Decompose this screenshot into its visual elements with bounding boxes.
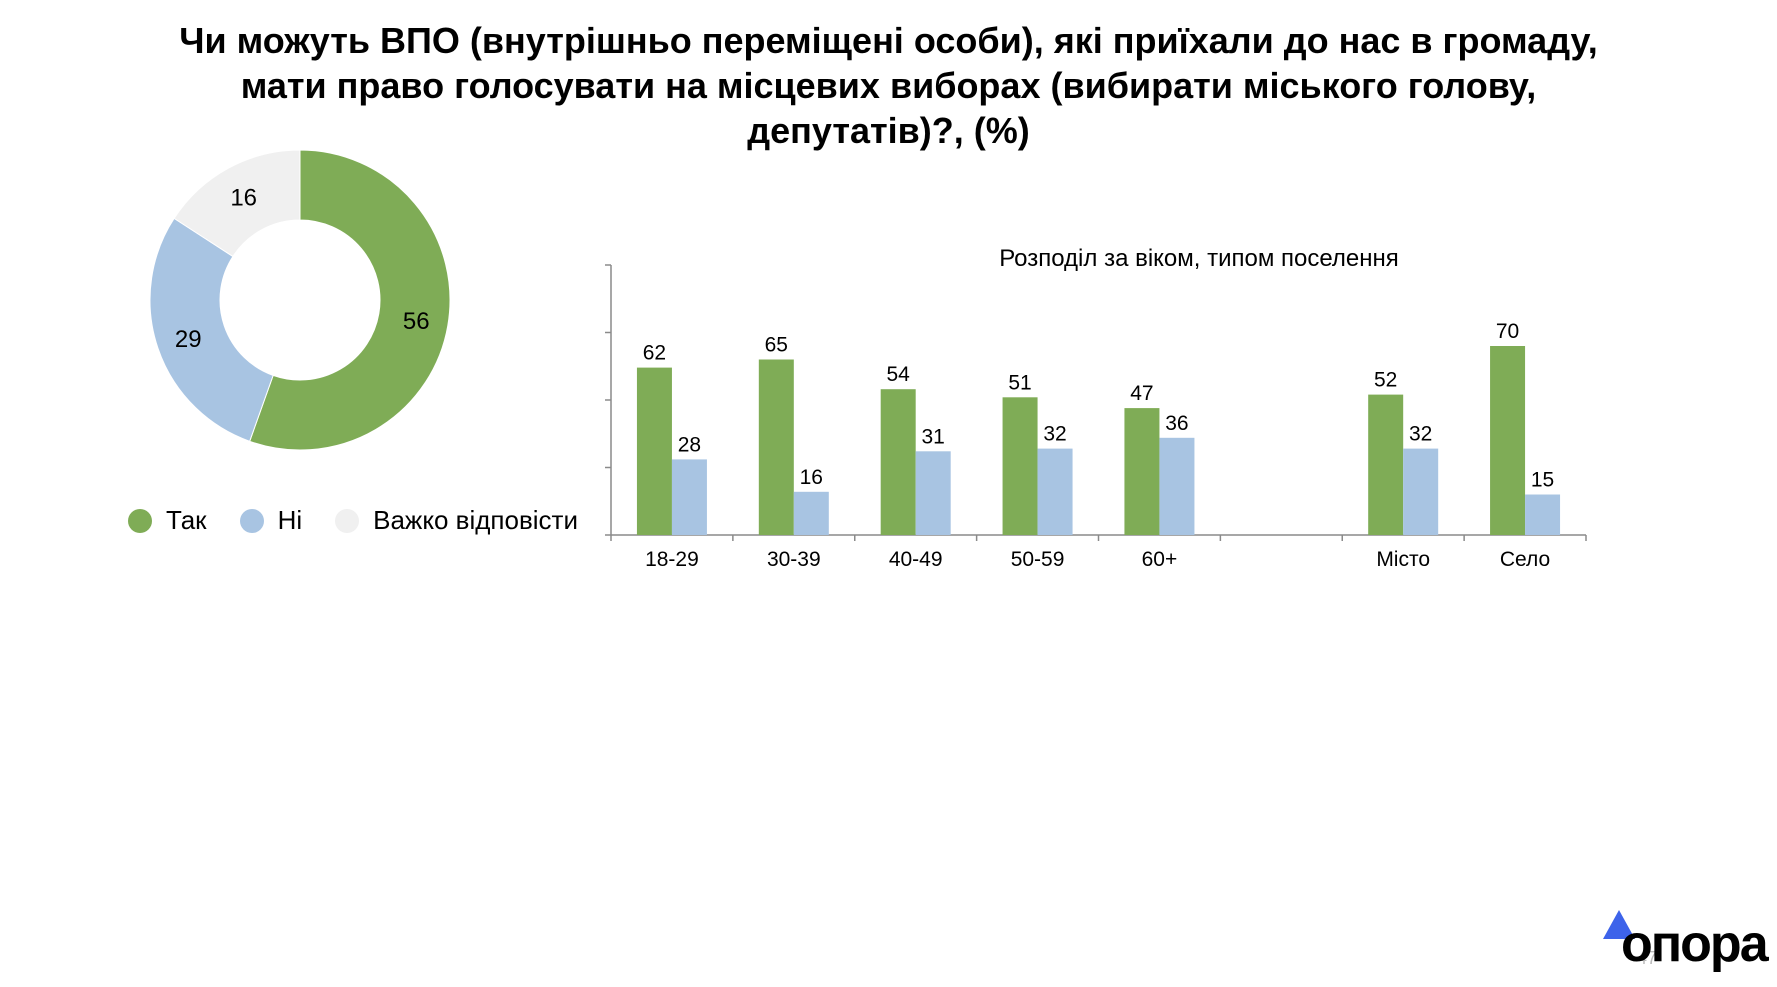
bar-no-value-label: 15 xyxy=(1531,469,1554,492)
bar-yes-value-label: 52 xyxy=(1374,369,1397,392)
opora-logo: опора xyxy=(1600,908,1769,978)
x-tick-label: Місто xyxy=(1376,548,1430,571)
legend-item-hard: Важко відповісти xyxy=(335,505,578,536)
bar-yes xyxy=(880,389,916,535)
legend-label-yes: Так xyxy=(166,505,207,535)
bar-no xyxy=(1525,494,1561,535)
donut-chart: 56 29 16 xyxy=(150,150,450,450)
legend-label-hard: Важко відповісти xyxy=(373,505,578,535)
bar-no-value-label: 31 xyxy=(922,425,945,448)
bar-no-value-label: 32 xyxy=(1409,423,1432,446)
donut-legend: Так Ні Важко відповісти xyxy=(128,505,611,536)
bar-chart-title: Розподіл за віком, типом поселення xyxy=(999,245,1399,272)
bar-no xyxy=(915,451,951,535)
donut-label-no: 29 xyxy=(175,326,202,353)
legend-item-yes: Так xyxy=(128,505,207,536)
bar-yes-value-label: 51 xyxy=(1008,371,1031,394)
bar-no xyxy=(1403,448,1439,535)
donut-slice-yes xyxy=(249,150,450,450)
legend-dot-yes xyxy=(128,508,152,533)
bar-no-value-label: 36 xyxy=(1165,412,1188,435)
legend-item-no: Ні xyxy=(239,505,303,536)
legend-dot-hard xyxy=(335,508,360,533)
bar-yes xyxy=(636,367,672,535)
triangle-icon xyxy=(1603,910,1635,939)
bar-yes xyxy=(1124,408,1160,535)
bar-yes xyxy=(758,359,794,535)
logo-text: опора xyxy=(1621,915,1769,973)
donut-slice-no xyxy=(150,217,274,442)
bar-no-value-label: 16 xyxy=(800,466,823,489)
bar-no-value-label: 32 xyxy=(1043,423,1066,446)
x-tick-label: 50-59 xyxy=(1011,548,1065,571)
page-number: 47 xyxy=(1637,948,1658,968)
bar-chart: Розподіл за віком, типом поселення 18-29… xyxy=(605,245,1587,571)
bar-yes-value-label: 70 xyxy=(1496,320,1519,343)
donut-label-yes: 56 xyxy=(403,308,430,335)
bar-yes-value-label: 65 xyxy=(765,334,788,357)
bar-no xyxy=(793,491,829,535)
bar-no-value-label: 28 xyxy=(678,433,701,456)
x-tick-label: 60+ xyxy=(1142,548,1178,571)
slide-title: Чи можуть ВПО (внутрішньо переміщені осо… xyxy=(0,18,1777,153)
x-tick-label: Село xyxy=(1500,548,1550,571)
title-line-2: мати право голосувати на місцевих вибора… xyxy=(240,65,1537,106)
x-tick-label: 30-39 xyxy=(767,548,821,571)
bar-yes xyxy=(1002,397,1038,535)
legend-label-no: Ні xyxy=(277,505,303,535)
donut-slice-hard xyxy=(173,150,301,258)
title-line-3: депутатів)?, (%) xyxy=(747,110,1030,151)
x-tick-label: 18-29 xyxy=(645,548,699,571)
x-tick-label: 40-49 xyxy=(889,548,943,571)
bar-yes xyxy=(1368,394,1404,535)
bar-no xyxy=(671,459,707,535)
bar-no xyxy=(1159,437,1195,535)
title-line-1: Чи можуть ВПО (внутрішньо переміщені осо… xyxy=(179,20,1598,61)
bar-yes xyxy=(1490,346,1526,535)
bar-yes-value-label: 47 xyxy=(1130,382,1153,405)
bar-yes-value-label: 54 xyxy=(887,363,911,386)
donut-label-hard: 16 xyxy=(230,184,257,211)
bar-yes-value-label: 62 xyxy=(643,342,666,365)
bar-no xyxy=(1037,448,1073,535)
legend-dot-no xyxy=(239,508,264,533)
